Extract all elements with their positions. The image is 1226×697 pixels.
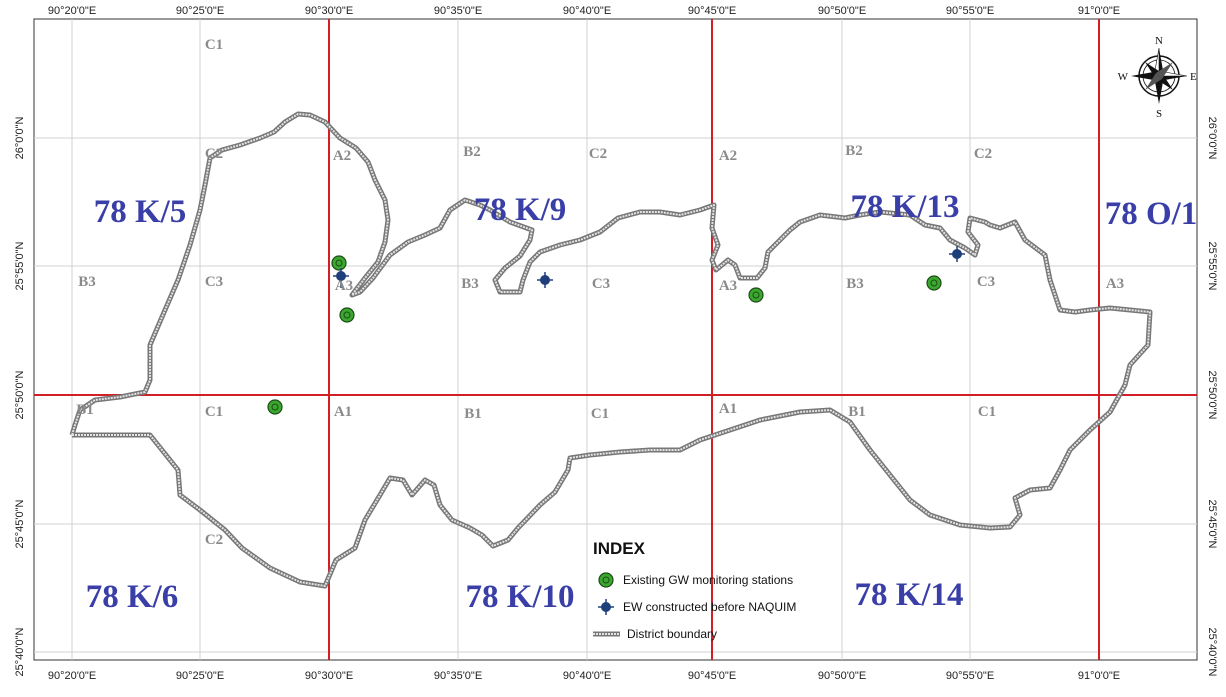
cell-label: B2 <box>845 143 863 159</box>
gw-station-icon[interactable] <box>926 275 942 291</box>
cell-label: B1 <box>76 402 94 418</box>
tick-label: 90°55'0"E <box>946 5 994 17</box>
tick-label: 90°25'0"E <box>176 5 224 17</box>
cell-label: B1 <box>464 406 482 422</box>
cell-label: C3 <box>205 274 223 290</box>
cell-label: A3 <box>335 278 353 294</box>
sheet-label: 78 K/9 <box>474 192 567 228</box>
cell-labels: C1 C2 A2 B2 C2 A2 B2 C2 B3 C3 A3 B3 C3 A… <box>76 37 1124 548</box>
cell-label: A3 <box>1106 276 1124 292</box>
cell-label: C1 <box>591 406 609 422</box>
compass-e: E <box>1190 71 1197 83</box>
tick-label: 25°55'0"N <box>1206 242 1218 291</box>
cell-label: C3 <box>592 276 610 292</box>
tick-label: 25°50'0"N <box>14 370 26 419</box>
cell-label: C1 <box>205 37 223 53</box>
sheet-label: 78 K/6 <box>86 579 179 615</box>
cell-label: A3 <box>719 278 737 294</box>
cell-label: C2 <box>205 532 223 548</box>
tick-label: 90°35'0"E <box>434 670 482 682</box>
sheet-label: 78 K/10 <box>465 579 574 615</box>
cell-label: C3 <box>977 274 995 290</box>
gw-station-icon[interactable] <box>748 287 764 303</box>
graticule-gray <box>34 19 1197 660</box>
gw-stations <box>267 255 942 415</box>
tick-label: 90°50'0"E <box>818 670 866 682</box>
sheet-label: 78 O/1 <box>1105 196 1198 232</box>
cell-label: A2 <box>333 148 351 164</box>
bottom-ticks: 90°20'0"E 90°25'0"E 90°30'0"E 90°35'0"E … <box>48 670 1120 682</box>
cell-label: A2 <box>719 148 737 164</box>
gw-station-icon[interactable] <box>339 307 355 323</box>
ew-wells <box>333 246 965 288</box>
tick-label: 90°30'0"E <box>305 5 353 17</box>
cell-label: C2 <box>589 146 607 162</box>
ew-well-icon[interactable] <box>949 246 965 262</box>
tick-label: 90°20'0"E <box>48 5 96 17</box>
compass-n: N <box>1155 35 1163 47</box>
district-boundary <box>69 111 1153 589</box>
sheet-label: 78 K/5 <box>94 194 187 230</box>
north-arrow-compass-icon: N S E W <box>1118 35 1197 120</box>
tick-label: 90°45'0"E <box>688 5 736 17</box>
cell-label: B2 <box>463 144 481 160</box>
ew-well-icon <box>598 599 614 615</box>
cell-label: B3 <box>461 276 479 292</box>
legend-item-label: District boundary <box>627 627 717 641</box>
map-frame <box>33 18 1198 661</box>
cell-label: B3 <box>846 276 864 292</box>
legend: INDEX Existing GW monitoring stations EW… <box>593 539 796 641</box>
compass-w: W <box>1118 71 1129 83</box>
cell-label: C1 <box>205 404 223 420</box>
tick-label: 25°55'0"N <box>14 241 26 290</box>
tick-label: 91°0'0"E <box>1078 670 1120 682</box>
cell-label: B1 <box>848 404 866 420</box>
legend-item-label: Existing GW monitoring stations <box>623 573 793 587</box>
tick-label: 90°45'0"E <box>688 670 736 682</box>
cell-label: B3 <box>78 274 96 290</box>
gw-station-icon <box>598 572 614 588</box>
top-ticks: 90°20'0"E 90°25'0"E 90°30'0"E 90°35'0"E … <box>48 5 1120 17</box>
cell-label: C2 <box>205 146 223 162</box>
tick-label: 90°25'0"E <box>176 670 224 682</box>
tick-label: 90°50'0"E <box>818 5 866 17</box>
tick-label: 90°55'0"E <box>946 670 994 682</box>
sheet-label: 78 K/13 <box>850 189 959 225</box>
tick-label: 25°40'0"N <box>1206 628 1218 677</box>
tick-label: 90°40'0"E <box>563 5 611 17</box>
tick-label: 90°20'0"E <box>48 670 96 682</box>
compass-s: S <box>1156 108 1162 120</box>
cell-label: A1 <box>334 404 352 420</box>
left-ticks: 26°0'0"N 25°55'0"N 25°50'0"N 25°45'0"N 2… <box>14 117 26 677</box>
tick-label: 90°40'0"E <box>563 670 611 682</box>
cell-label: C1 <box>978 404 996 420</box>
tick-label: 90°35'0"E <box>434 5 482 17</box>
tick-label: 91°0'0"E <box>1078 5 1120 17</box>
tick-label: 26°0'0"N <box>14 117 26 160</box>
tick-label: 25°40'0"N <box>14 627 26 676</box>
cell-label: A1 <box>719 401 737 417</box>
cell-label: C2 <box>974 146 992 162</box>
tick-label: 25°50'0"N <box>1206 371 1218 420</box>
ew-well-icon[interactable] <box>537 272 553 288</box>
sheet-label: 78 K/14 <box>854 577 963 613</box>
ew-well-icon[interactable] <box>333 268 349 288</box>
right-ticks: 26°0'0"N 25°55'0"N 25°50'0"N 25°45'0"N 2… <box>1206 117 1218 677</box>
tick-label: 25°45'0"N <box>1206 500 1218 549</box>
sheet-labels: 78 K/5 78 K/9 78 K/13 78 O/1 78 K/6 78 K… <box>86 189 1198 615</box>
tick-label: 90°30'0"E <box>305 670 353 682</box>
tick-label: 26°0'0"N <box>1206 117 1218 160</box>
tick-label: 25°45'0"N <box>14 499 26 548</box>
legend-title: INDEX <box>593 539 646 558</box>
legend-item-label: EW constructed before NAQUIM <box>623 600 796 614</box>
gw-station-icon[interactable] <box>267 399 283 415</box>
gw-station-icon[interactable] <box>331 255 347 271</box>
